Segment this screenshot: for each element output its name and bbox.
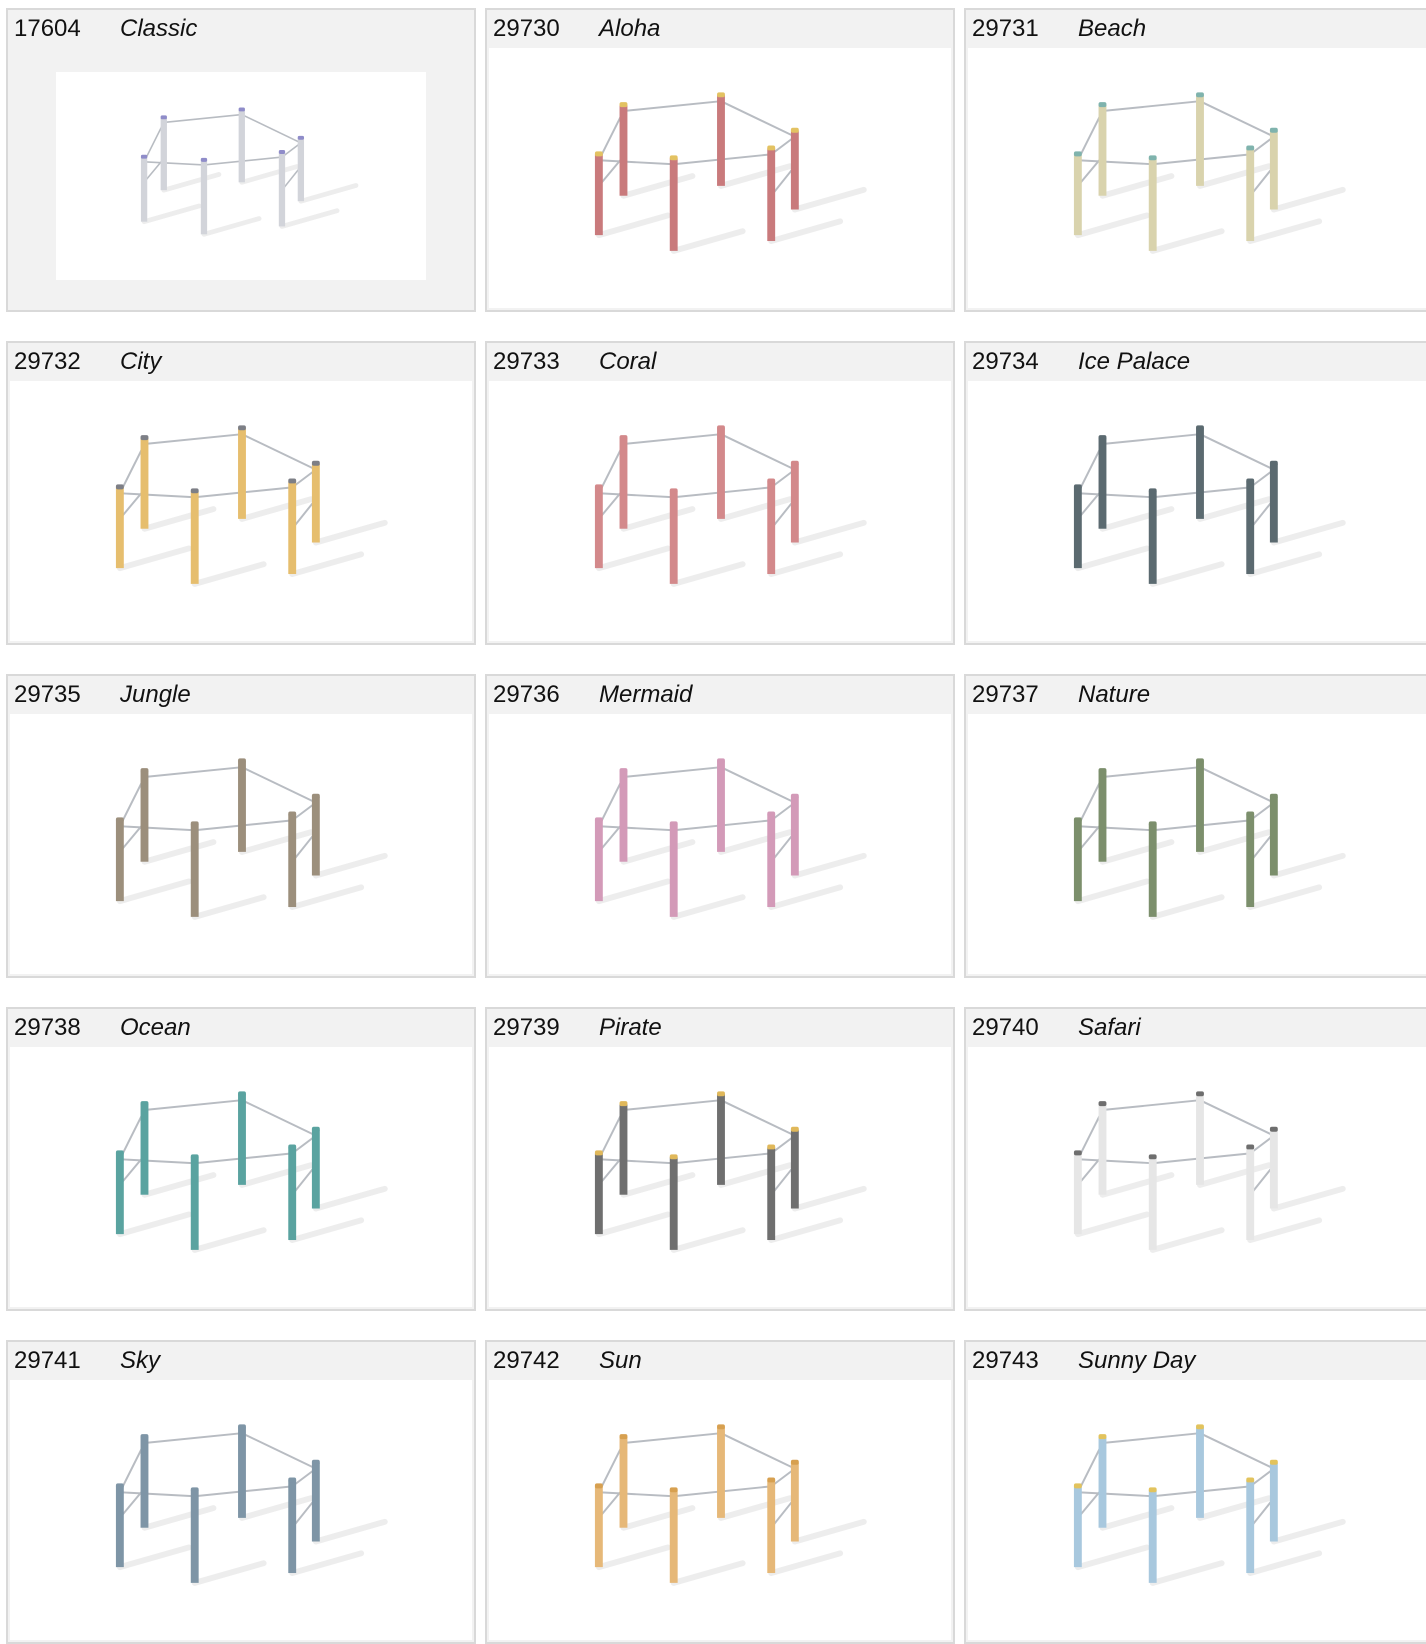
product-image[interactable] (968, 1047, 1426, 1307)
product-card-29731[interactable]: 29731 Beach (964, 8, 1426, 312)
product-name: Pirate (599, 1014, 662, 1041)
product-card-29735[interactable]: 29735 Jungle (6, 674, 476, 978)
card-header: 29733 Coral (487, 343, 953, 381)
product-card-29742[interactable]: 29742 Sun (485, 1340, 955, 1644)
product-code: 29741 (14, 1347, 81, 1374)
card-header: 29740 Safari (966, 1009, 1426, 1047)
product-code: 29731 (972, 15, 1039, 42)
product-card-29730[interactable]: 29730 Aloha (485, 8, 955, 312)
product-name: Coral (599, 348, 657, 375)
card-header: 29739 Pirate (487, 1009, 953, 1047)
card-header: 29731 Beach (966, 10, 1426, 48)
card-header: 29736 Mermaid (487, 676, 953, 714)
playground-post-icon (1073, 758, 1346, 920)
product-code: 29743 (972, 1347, 1039, 1374)
product-code: 29739 (493, 1014, 560, 1041)
product-name: Nature (1078, 681, 1151, 708)
product-code: 29732 (14, 348, 81, 375)
product-code: 29735 (14, 681, 81, 708)
product-image[interactable] (489, 1047, 951, 1307)
product-name: Sun (599, 1347, 642, 1374)
product-card-29732[interactable]: 29732 City (6, 341, 476, 645)
card-header: 29743 Sunny Day (966, 1342, 1426, 1380)
product-name: Classic (120, 15, 198, 42)
product-image[interactable] (968, 381, 1426, 641)
card-header: 29730 Aloha (487, 10, 953, 48)
card-header: 17604 Classic (8, 10, 474, 48)
playground-post-icon (594, 92, 867, 254)
product-name: Sky (120, 1347, 161, 1374)
product-code: 29730 (493, 15, 560, 42)
product-name: Safari (1078, 1014, 1141, 1041)
product-image[interactable] (968, 714, 1426, 974)
product-card-29738[interactable]: 29738 Ocean (6, 1007, 476, 1311)
playground-post-icon (1073, 1424, 1346, 1586)
product-name: Ocean (120, 1014, 191, 1041)
product-card-29733[interactable]: 29733 Coral (485, 341, 955, 645)
playground-post-icon (115, 425, 388, 587)
product-image[interactable] (489, 714, 951, 974)
playground-post-icon (115, 1424, 388, 1586)
product-image[interactable] (489, 48, 951, 308)
card-header: 29738 Ocean (8, 1009, 474, 1047)
product-card-29741[interactable]: 29741 Sky (6, 1340, 476, 1644)
product-name: Jungle (120, 681, 191, 708)
product-card-29737[interactable]: 29737 Nature (964, 674, 1426, 978)
product-image[interactable] (489, 1380, 951, 1640)
product-name: Sunny Day (1078, 1347, 1196, 1374)
product-code: 29733 (493, 348, 560, 375)
playground-post-icon (1073, 425, 1346, 587)
playground-post-icon (594, 1091, 867, 1253)
playground-post-icon (115, 758, 388, 920)
product-code: 29734 (972, 348, 1039, 375)
product-code: 29737 (972, 681, 1039, 708)
product-name: City (120, 348, 162, 375)
product-image[interactable] (968, 1380, 1426, 1640)
product-card-29739[interactable]: 29739 Pirate (485, 1007, 955, 1311)
product-code: 29736 (493, 681, 560, 708)
product-name: Beach (1078, 15, 1147, 42)
product-image[interactable] (968, 48, 1426, 308)
product-name: Aloha (599, 15, 661, 42)
product-image[interactable] (10, 714, 472, 974)
product-image[interactable] (10, 1380, 472, 1640)
product-card-29736[interactable]: 29736 Mermaid (485, 674, 955, 978)
product-image[interactable] (489, 381, 951, 641)
product-code: 29740 (972, 1014, 1039, 1041)
product-card-29734[interactable]: 29734 Ice Palace (964, 341, 1426, 645)
product-image[interactable] (56, 72, 426, 280)
playground-post-icon (594, 758, 867, 920)
playground-post-icon (594, 1424, 867, 1586)
card-header: 29737 Nature (966, 676, 1426, 714)
product-code: 17604 (14, 15, 81, 42)
card-header: 29742 Sun (487, 1342, 953, 1380)
product-grid: 17604 Classic 29730 Aloha 29731 Beach 29… (6, 8, 1426, 1644)
product-card-17604[interactable]: 17604 Classic (6, 8, 476, 312)
playground-post-icon (115, 1091, 388, 1253)
product-card-29743[interactable]: 29743 Sunny Day (964, 1340, 1426, 1644)
card-header: 29735 Jungle (8, 676, 474, 714)
card-header: 29734 Ice Palace (966, 343, 1426, 381)
product-card-29740[interactable]: 29740 Safari (964, 1007, 1426, 1311)
product-code: 29742 (493, 1347, 560, 1374)
playground-post-icon (1073, 1091, 1346, 1253)
card-header: 29732 City (8, 343, 474, 381)
product-code: 29738 (14, 1014, 81, 1041)
product-name: Mermaid (599, 681, 693, 708)
playground-post-icon (1073, 92, 1346, 254)
product-name: Ice Palace (1078, 348, 1191, 375)
product-image[interactable] (10, 1047, 472, 1307)
playground-post-icon (140, 107, 359, 237)
product-image[interactable] (10, 381, 472, 641)
card-header: 29741 Sky (8, 1342, 474, 1380)
playground-post-icon (594, 425, 867, 587)
